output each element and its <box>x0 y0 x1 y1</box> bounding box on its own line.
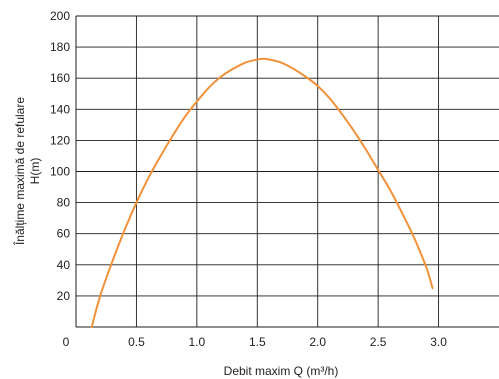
y-tick-label: 140 <box>50 102 70 116</box>
y-tick-label: 180 <box>50 40 70 54</box>
y-tick-label: 40 <box>57 258 71 272</box>
y-tick-label: 160 <box>50 71 70 85</box>
x-tick-label: 2.5 <box>370 335 387 349</box>
y-axis-label: Înălțime maximă de refulare H(m) <box>12 97 42 246</box>
y-tick-label: 60 <box>57 227 71 241</box>
x-tick-labels: 0 0.5 1.0 1.5 2.0 2.5 3.0 <box>63 335 448 349</box>
series <box>90 57 434 328</box>
y-tick-label: 100 <box>50 165 70 179</box>
x-tick-label: 3.0 <box>430 335 447 349</box>
y-tick-label: 120 <box>50 133 70 147</box>
x-tick-label: 1.0 <box>189 335 206 349</box>
x-tick-label: 0 <box>63 335 70 349</box>
y-axis-label-line-2: H(m) <box>28 158 42 185</box>
y-tick-label: 80 <box>57 196 71 210</box>
series-line-0 <box>90 57 434 328</box>
x-axis-label: Debit maxim Q (m³/h) <box>224 364 339 378</box>
y-axis-label-line-1: Înălțime maximă de refulare <box>12 97 27 246</box>
x-tick-label: 0.5 <box>128 335 145 349</box>
y-tick-labels: 20 40 60 80 100 120 140 160 180 200 <box>50 9 70 303</box>
x-tick-label: 2.0 <box>309 335 326 349</box>
grid <box>75 15 499 328</box>
y-tick-label: 200 <box>50 9 70 23</box>
x-tick-label: 1.5 <box>249 335 266 349</box>
y-tick-label: 20 <box>57 289 71 303</box>
